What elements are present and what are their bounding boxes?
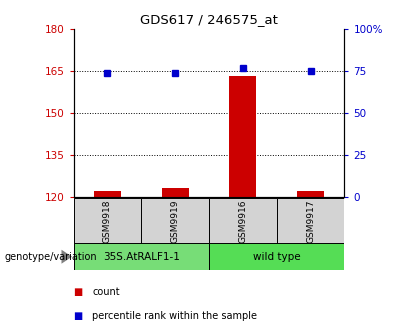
Text: wild type: wild type [253, 252, 300, 262]
Bar [94, 191, 121, 197]
Text: GSM9918: GSM9918 [103, 199, 112, 243]
Polygon shape [61, 250, 72, 264]
Text: GSM9916: GSM9916 [238, 199, 247, 243]
Bar [162, 188, 189, 197]
Bar [209, 243, 344, 270]
Bar [229, 76, 256, 197]
Title: GDS617 / 246575_at: GDS617 / 246575_at [140, 13, 278, 26]
Text: genotype/variation: genotype/variation [4, 252, 97, 262]
Bar [209, 198, 277, 244]
Bar [74, 198, 141, 244]
Text: GSM9919: GSM9919 [171, 199, 180, 243]
Text: ■: ■ [74, 311, 83, 321]
Bar [277, 198, 344, 244]
Text: percentile rank within the sample: percentile rank within the sample [92, 311, 257, 321]
Text: count: count [92, 287, 120, 297]
Text: 35S.AtRALF1-1: 35S.AtRALF1-1 [103, 252, 180, 262]
Bar [297, 191, 324, 197]
Text: GSM9917: GSM9917 [306, 199, 315, 243]
Bar [141, 198, 209, 244]
Bar [74, 243, 209, 270]
Text: ■: ■ [74, 287, 83, 297]
